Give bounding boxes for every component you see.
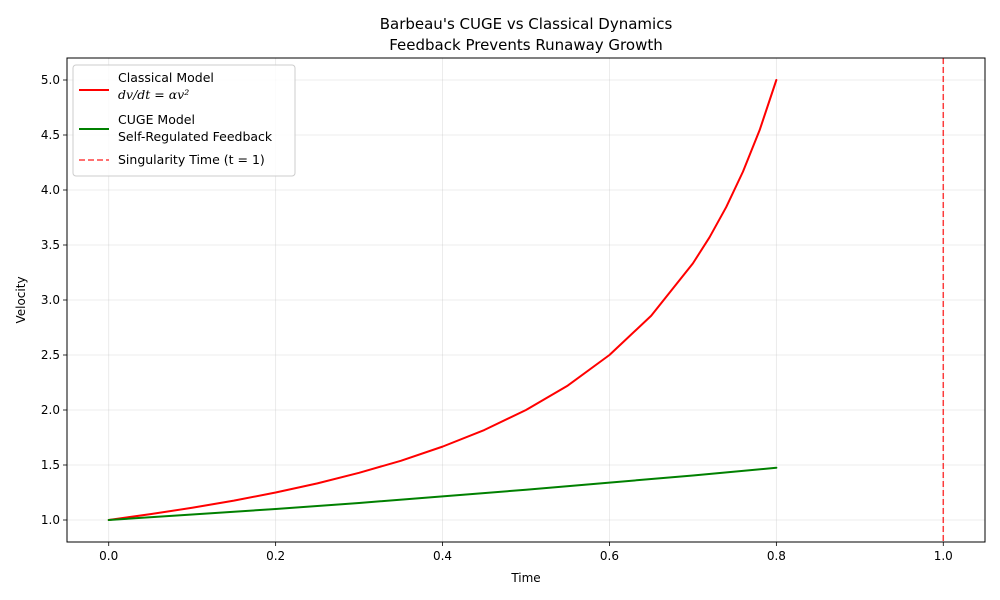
series-layer (107, 79, 778, 521)
x-tick-label: 0.8 (767, 549, 786, 563)
y-tick-label: 3.0 (41, 293, 60, 307)
y-tick-label: 2.0 (41, 403, 60, 417)
chart-title: Barbeau's CUGE vs Classical Dynamics (380, 15, 673, 33)
legend-cuge-label: CUGE Model (118, 112, 195, 127)
grid (67, 58, 985, 542)
y-tick-label: 5.0 (41, 73, 60, 87)
classical-model-line (107, 79, 778, 521)
y-axis-label: Velocity (14, 276, 28, 323)
legend-classical-equation: dv/dt = αv² (118, 87, 189, 102)
x-ticks: 0.0 0.2 0.4 0.6 0.8 1.0 (99, 542, 953, 563)
legend-box (72, 64, 296, 177)
x-tick-label: 0.4 (433, 549, 452, 563)
legend-cuge-sublabel: Self-Regulated Feedback (118, 129, 273, 144)
cuge-model-line (107, 466, 778, 521)
legend-classical-label: Classical Model (118, 70, 214, 85)
x-tick-label: 0.6 (600, 549, 619, 563)
chart-subtitle: Feedback Prevents Runaway Growth (389, 36, 662, 54)
legend-singularity-label: Singularity Time (t = 1) (118, 152, 265, 167)
y-tick-label: 2.5 (41, 348, 60, 362)
y-tick-label: 3.5 (41, 238, 60, 252)
x-axis-label: Time (510, 571, 540, 585)
y-tick-label: 1.5 (41, 458, 60, 472)
y-tick-label: 4.5 (41, 128, 60, 142)
y-ticks: 1.0 1.5 2.0 2.5 3.0 3.5 4.0 4.5 5.0 (41, 73, 67, 527)
x-tick-label: 0.0 (99, 549, 118, 563)
x-tick-label: 1.0 (934, 549, 953, 563)
y-tick-label: 4.0 (41, 183, 60, 197)
y-tick-label: 1.0 (41, 513, 60, 527)
x-tick-label: 0.2 (266, 549, 285, 563)
legend: Classical Model dv/dt = αv² CUGE Model S… (72, 64, 296, 177)
